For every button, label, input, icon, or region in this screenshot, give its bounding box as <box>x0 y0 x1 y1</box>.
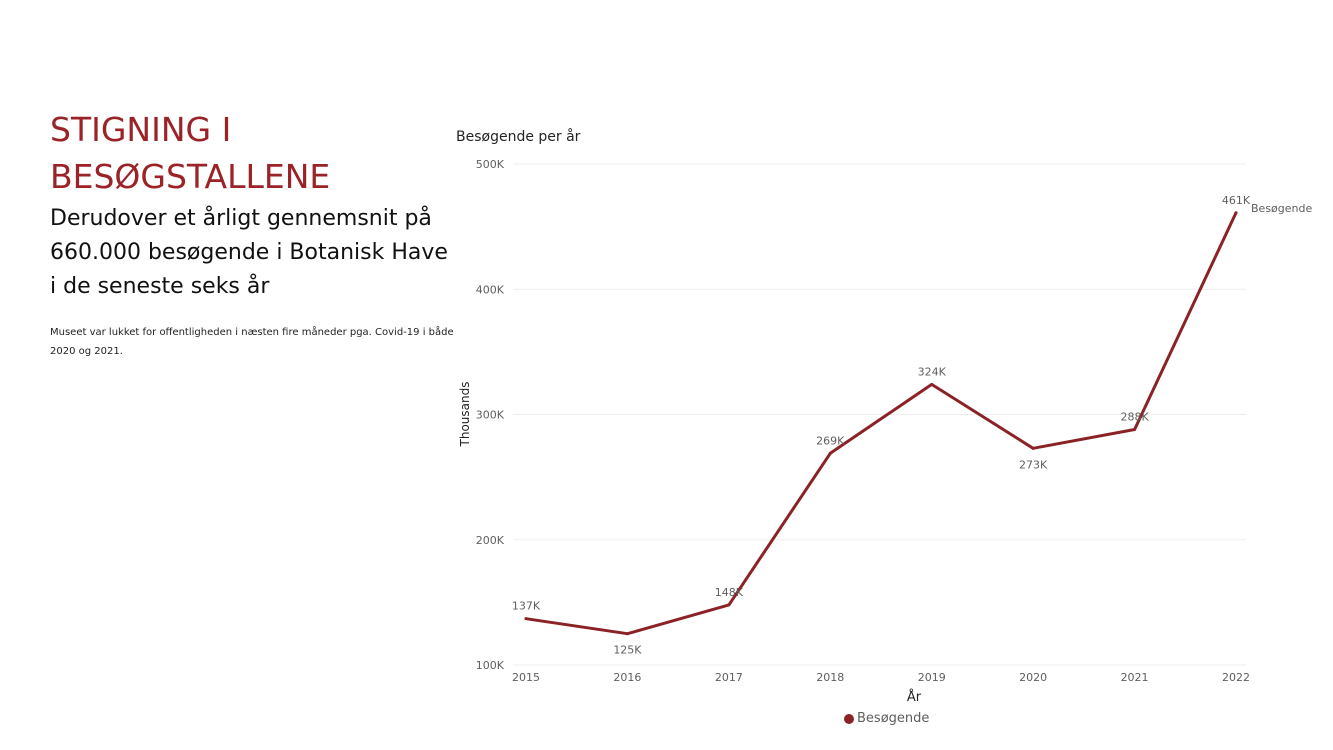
data-label: 288K <box>1120 411 1149 424</box>
x-tick-label: 2022 <box>1222 671 1250 684</box>
legend-label: Besøgende <box>857 711 930 726</box>
x-tick-label: 2016 <box>613 671 641 684</box>
data-point <box>930 382 934 386</box>
legend-marker <box>844 713 854 724</box>
covid-note: Museet var lukket for offentligheden i n… <box>50 327 454 357</box>
series-end-label: Besøgende <box>1251 202 1312 215</box>
x-tick-label: 2019 <box>918 671 946 684</box>
chart-legend: Besøgende <box>844 711 929 726</box>
data-label: 148K <box>715 586 744 599</box>
data-point <box>1234 211 1238 215</box>
data-point <box>524 617 528 621</box>
data-label: 273K <box>1019 458 1048 471</box>
data-point <box>727 603 731 607</box>
y-tick-label: 100K <box>476 659 505 672</box>
series-line-besogende <box>524 211 1238 636</box>
data-label: 137K <box>512 600 541 613</box>
data-point <box>625 632 629 636</box>
page-heading: STIGNING I BESØGSTALLENE <box>50 110 331 196</box>
y-axis-title: Thousands <box>458 382 472 448</box>
x-tick-label: 2015 <box>512 671 540 684</box>
data-label: 269K <box>816 434 845 447</box>
data-label: 461K <box>1222 194 1251 207</box>
data-label: 324K <box>918 365 947 378</box>
chart-title: Besøgende per år <box>456 129 581 145</box>
data-label: 125K <box>613 644 642 657</box>
x-tick-label: 2018 <box>816 671 844 684</box>
x-tick-label: 2017 <box>715 671 743 684</box>
data-point <box>1133 428 1137 432</box>
data-point <box>1031 446 1035 450</box>
y-tick-label: 300K <box>476 409 505 422</box>
y-tick-label: 200K <box>476 534 505 547</box>
page-subheading: Derudover et årligt gennemsnit på 660.00… <box>50 206 448 299</box>
x-axis-title: År <box>907 689 922 705</box>
y-tick-label: 500K <box>476 158 505 171</box>
x-tick-label: 2020 <box>1019 671 1047 684</box>
y-tick-label: 400K <box>476 283 505 296</box>
data-point <box>828 451 832 455</box>
x-tick-label: 2021 <box>1121 671 1149 684</box>
